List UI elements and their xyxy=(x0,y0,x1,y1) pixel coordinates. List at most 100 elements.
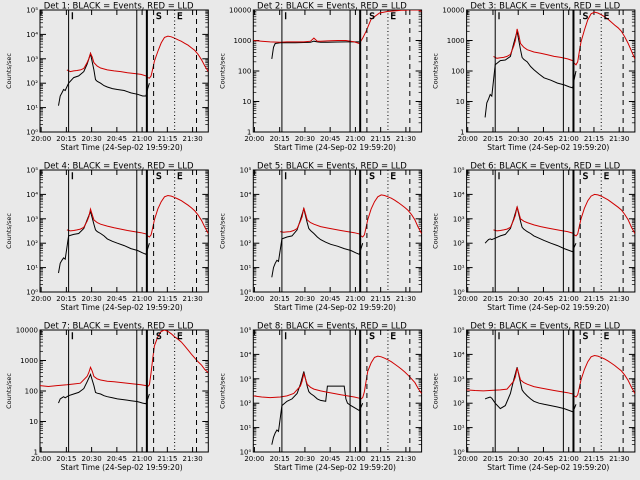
interval-marker-label: S xyxy=(583,172,588,182)
interval-marker-label: S xyxy=(583,12,588,22)
y-axis-label: Counts/sec xyxy=(5,373,13,409)
y-axis-label: Counts/sec xyxy=(432,213,440,249)
y-tick-label: 1000 xyxy=(20,357,38,365)
plot-frame xyxy=(39,169,209,293)
x-tick-label: 20:15 xyxy=(56,295,76,303)
x-tick-label: 21:15 xyxy=(157,135,177,143)
x-tick-label: 21:30 xyxy=(396,135,416,143)
detector-panel-8: Det 8: BLACK = Events, RED = LLD 10⁰ 10¹ 10… xyxy=(218,322,423,472)
panel-title: Det 1: BLACK = Events, RED = LLD xyxy=(44,2,194,12)
x-tick-label: 21:30 xyxy=(183,135,203,143)
y-tick-label: 10³ xyxy=(240,375,252,383)
y-tick-label: 10⁰ xyxy=(26,289,38,297)
x-tick-label: 20:45 xyxy=(533,455,553,463)
x-axis-label: Start Time (24-Sep-02 19:59:20) xyxy=(274,303,396,312)
y-axis-label: Counts/sec xyxy=(432,373,440,409)
y-tick-label: 10² xyxy=(453,400,465,408)
x-tick-label: 20:30 xyxy=(295,135,315,143)
x-tick-label: 20:00 xyxy=(458,135,478,143)
detector-panel-4: Det 4: BLACK = Events, RED = LLD 10⁰ 10¹ 10… xyxy=(5,162,209,312)
series-lld-line xyxy=(253,355,422,400)
y-tick-label: 1000 xyxy=(447,37,465,45)
x-axis-label: Start Time (24-Sep-02 19:59:20) xyxy=(61,303,183,312)
panel-title: Det 6: BLACK = Events, RED = LLD xyxy=(470,162,620,172)
series-lld-line xyxy=(66,35,209,79)
interval-marker-label: I xyxy=(284,172,287,182)
x-tick-label: 21:30 xyxy=(396,295,416,303)
interval-marker-label: I xyxy=(498,12,501,22)
y-tick-label: 10⁵ xyxy=(26,7,38,15)
y-tick-label: 10⁵ xyxy=(453,327,465,335)
x-tick-label: 21:00 xyxy=(132,455,152,463)
plot-frame xyxy=(466,169,636,293)
panel-title: Det 9: BLACK = Events, RED = LLD xyxy=(470,322,620,332)
x-tick-label: 20:45 xyxy=(533,135,553,143)
interval-marker-label: E xyxy=(177,172,182,182)
x-tick-label: 20:30 xyxy=(508,295,528,303)
x-tick-label: 21:00 xyxy=(559,295,579,303)
panel-title: Det 2: BLACK = Events, RED = LLD xyxy=(257,2,407,12)
panel-title: Det 3: BLACK = Events, RED = LLD xyxy=(470,2,620,12)
x-tick-label: 20:00 xyxy=(31,295,51,303)
y-axis-label: Counts/sec xyxy=(5,213,13,249)
y-tick-label: 100 xyxy=(25,388,38,396)
interval-marker-label: E xyxy=(604,172,609,182)
x-tick-label: 20:15 xyxy=(56,135,76,143)
interval-marker-label: I xyxy=(284,332,287,342)
y-tick-label: 10⁰ xyxy=(240,449,252,457)
plot-frame xyxy=(39,9,209,133)
x-axis-label: Start Time (24-Sep-02 19:59:20) xyxy=(61,463,183,472)
plot-frame xyxy=(252,9,423,133)
series-events-line xyxy=(484,205,577,253)
interval-marker-label: E xyxy=(177,332,182,342)
y-tick-label: 10⁴ xyxy=(240,351,252,359)
y-tick-label: 10⁰ xyxy=(453,449,465,457)
interval-marker-label: I xyxy=(71,12,74,22)
x-tick-label: 21:15 xyxy=(157,295,177,303)
interval-marker-label: S xyxy=(369,332,374,342)
x-tick-label: 21:30 xyxy=(609,455,629,463)
y-tick-label: 1 xyxy=(460,129,464,137)
plot-frame xyxy=(466,329,636,453)
series-lld-line xyxy=(40,330,209,388)
x-tick-label: 20:00 xyxy=(244,455,264,463)
y-tick-label: 10¹ xyxy=(240,264,252,272)
series-events-line xyxy=(484,31,577,118)
detector-panel-1: Det 1: BLACK = Events, RED = LLD 10⁰ 10¹ 10… xyxy=(5,2,209,152)
interval-marker-label: S xyxy=(369,172,374,182)
interval-marker-label: S xyxy=(156,332,161,342)
interval-marker-label: E xyxy=(177,12,182,22)
y-tick-label: 10³ xyxy=(453,215,465,223)
y-tick-label: 10¹ xyxy=(240,424,252,432)
x-tick-label: 20:15 xyxy=(56,455,76,463)
x-tick-label: 21:30 xyxy=(183,455,203,463)
y-tick-label: 10³ xyxy=(26,215,38,223)
detector-panel-3: Det 3: BLACK = Events, RED = LLD 1 10 100 10… xyxy=(432,2,636,152)
interval-marker-label: S xyxy=(369,12,374,22)
y-tick-label: 10² xyxy=(26,240,38,248)
y-tick-label: 10² xyxy=(26,80,38,88)
interval-marker-label: S xyxy=(583,332,588,342)
series-events-line xyxy=(484,367,577,413)
x-tick-label: 21:15 xyxy=(371,135,391,143)
panel-title: Det 7: BLACK = Events, RED = LLD xyxy=(44,322,194,332)
y-tick-label: 10² xyxy=(240,400,252,408)
y-tick-label: 10⁴ xyxy=(240,191,252,199)
x-tick-label: 21:30 xyxy=(183,295,203,303)
detector-panel-6: Det 6: BLACK = Events, RED = LLD 10⁰ 10¹ 10… xyxy=(432,162,636,312)
x-tick-label: 20:30 xyxy=(508,455,528,463)
x-tick-label: 20:00 xyxy=(458,295,478,303)
panel-title: Det 8: BLACK = Events, RED = LLD xyxy=(257,322,407,332)
y-tick-label: 10¹ xyxy=(26,104,38,112)
y-axis-label: Counts/sec xyxy=(218,373,226,409)
y-tick-label: 10⁴ xyxy=(453,191,465,199)
x-tick-label: 21:00 xyxy=(345,135,365,143)
x-tick-label: 20:15 xyxy=(483,295,503,303)
y-tick-label: 10⁰ xyxy=(26,129,38,137)
series-lld-line xyxy=(466,354,635,398)
y-tick-label: 10 xyxy=(456,98,465,106)
panel-title: Det 5: BLACK = Events, RED = LLD xyxy=(257,162,407,172)
x-tick-label: 20:45 xyxy=(107,135,127,143)
x-tick-label: 21:00 xyxy=(559,135,579,143)
